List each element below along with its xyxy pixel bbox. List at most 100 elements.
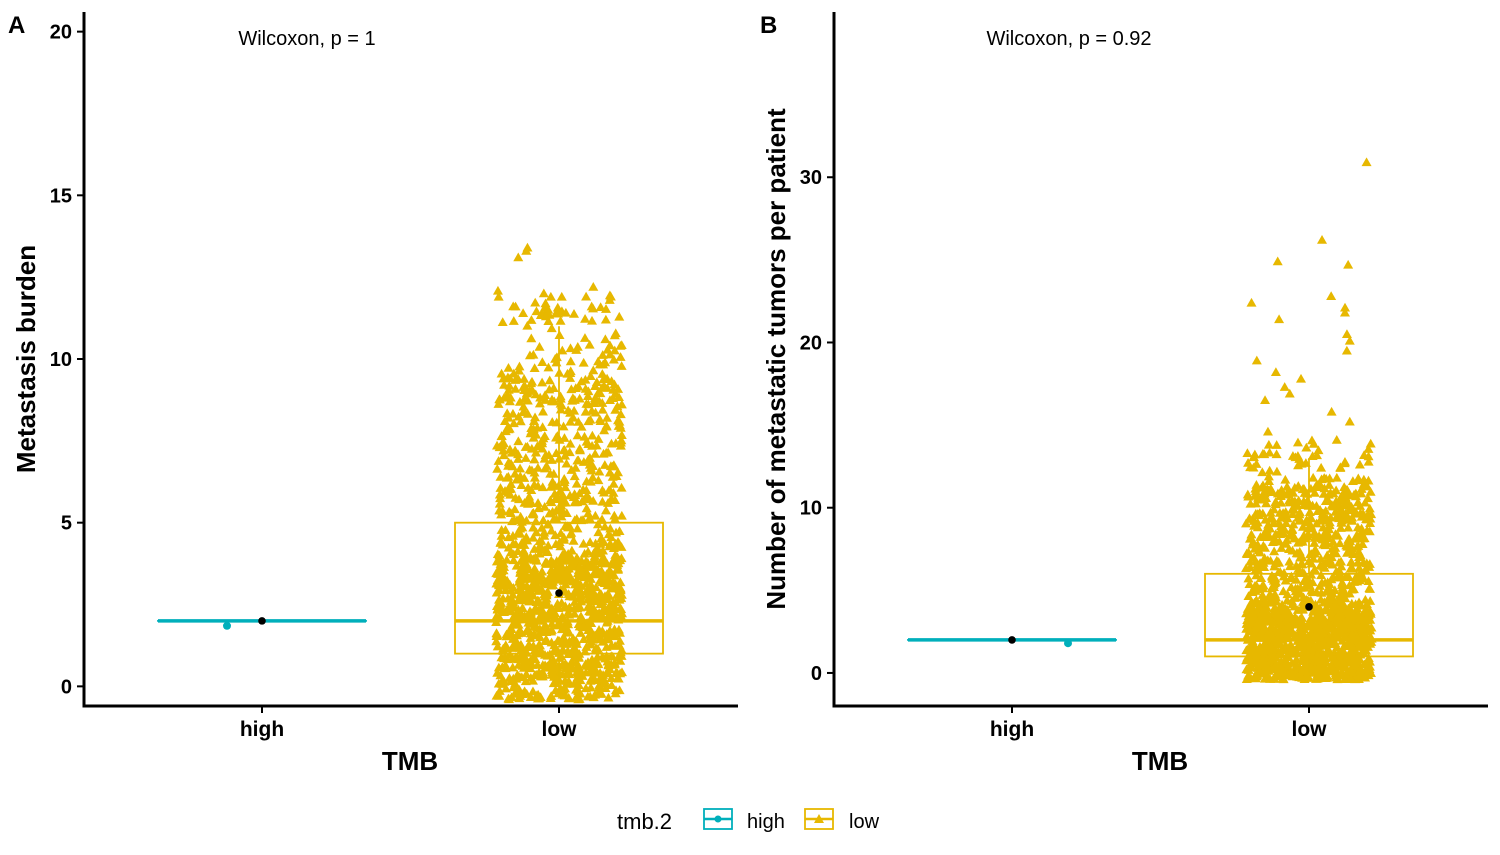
data-point-low [1264, 440, 1274, 449]
data-point-low [572, 479, 582, 488]
y-tick-label: 15 [50, 185, 72, 207]
legend-label-high: high [747, 811, 785, 833]
data-point-low [1260, 395, 1270, 404]
data-point-low [588, 282, 598, 291]
data-point-low [600, 334, 610, 343]
data-point-low [1263, 427, 1273, 436]
mean-point-high [1008, 636, 1016, 644]
data-point-low [1343, 260, 1353, 269]
data-point-low [580, 314, 590, 323]
panel-a-x-ticks: high low [240, 706, 577, 741]
data-point-low [1332, 435, 1342, 444]
data-point-low [548, 477, 558, 486]
legend: tmb.2 high low [617, 809, 880, 834]
panel-b-label: B [760, 12, 777, 39]
data-point-low [498, 317, 508, 326]
data-point-low [566, 356, 576, 365]
data-point-low [530, 363, 540, 372]
legend-key-high [704, 809, 732, 829]
legend-title: tmb.2 [617, 809, 672, 834]
data-point-low [493, 286, 503, 295]
data-point-low [617, 340, 627, 349]
data-point-low [581, 292, 591, 301]
x-tick-label: high [990, 718, 1034, 741]
data-point-low [601, 506, 611, 515]
data-point-low [1296, 374, 1306, 383]
data-point-low [580, 432, 590, 441]
data-point-low [614, 312, 624, 321]
data-point-low [590, 449, 600, 458]
data-point-low [1317, 235, 1327, 244]
data-point-low [587, 431, 597, 440]
data-point-low [1273, 257, 1283, 266]
data-point-low [503, 363, 513, 372]
data-point-low [1342, 329, 1352, 338]
panel-a-ylabel: Metastasis burden [11, 245, 41, 473]
data-point-low [1272, 467, 1282, 476]
data-point-low [1280, 475, 1290, 484]
data-point-low [1355, 460, 1365, 469]
data-point-low [600, 358, 610, 367]
y-tick-label: 20 [800, 332, 822, 354]
panel-b-ylabel: Number of metastatic tumors per patient [761, 108, 791, 610]
mean-point-high [258, 617, 266, 625]
data-point-low [596, 302, 606, 311]
data-point-low [513, 436, 523, 445]
y-tick-label: 20 [50, 22, 72, 44]
y-tick-label: 5 [61, 513, 72, 535]
data-point-low [1326, 291, 1336, 300]
data-point-low [573, 342, 583, 351]
panel-a: A Wilcoxon, p = 1 0 5 10 15 20 high low TMB M… [8, 12, 738, 776]
legend-key-low [805, 809, 833, 829]
mean-point-low [1305, 603, 1313, 611]
y-tick-label: 10 [800, 498, 822, 520]
panel-a-label: A [8, 12, 25, 39]
data-point-low [527, 377, 537, 386]
mean-point-low [555, 589, 563, 597]
data-point-high [223, 622, 231, 630]
data-point-low [538, 407, 548, 416]
data-point-low [1257, 467, 1267, 476]
data-point-high [1064, 639, 1072, 647]
data-point-low [569, 309, 579, 318]
data-point-low [1280, 382, 1290, 391]
data-point-low [539, 289, 549, 298]
data-point-low [1271, 367, 1281, 376]
data-point-low [609, 511, 619, 520]
data-point-low [1293, 438, 1303, 447]
data-point-low [515, 464, 525, 473]
data-point-low [1342, 346, 1352, 355]
data-point-low [1345, 417, 1355, 426]
panel-b-xlabel: TMB [1132, 746, 1188, 776]
data-point-low [492, 464, 502, 473]
data-point-low [1274, 314, 1284, 323]
data-point-low [562, 459, 572, 468]
y-tick-label: 0 [811, 663, 822, 685]
data-point-low [1307, 436, 1317, 445]
data-point-low [1247, 298, 1257, 307]
y-tick-label: 10 [50, 349, 72, 371]
data-point-low [557, 292, 567, 301]
data-point-low [587, 302, 597, 311]
data-point-low [572, 524, 582, 533]
panel-b-axes [833, 12, 1489, 706]
panel-a-y-ticks: 0 5 10 15 20 [50, 22, 84, 699]
legend-label-low: low [849, 811, 880, 833]
data-point-low [530, 298, 540, 307]
data-point-low [1327, 407, 1337, 416]
panel-a-xlabel: TMB [382, 746, 438, 776]
data-point-low [1316, 463, 1326, 472]
x-tick-label: high [240, 718, 284, 741]
x-tick-label: low [542, 718, 578, 741]
panel-b-annotation: Wilcoxon, p = 0.92 [986, 28, 1151, 50]
panel-a-annotation: Wilcoxon, p = 1 [238, 28, 375, 50]
y-tick-label: 0 [61, 676, 72, 698]
data-point-low [1346, 557, 1356, 566]
data-point-low [514, 362, 524, 371]
data-point-low [580, 333, 590, 342]
data-point-low [601, 315, 611, 324]
